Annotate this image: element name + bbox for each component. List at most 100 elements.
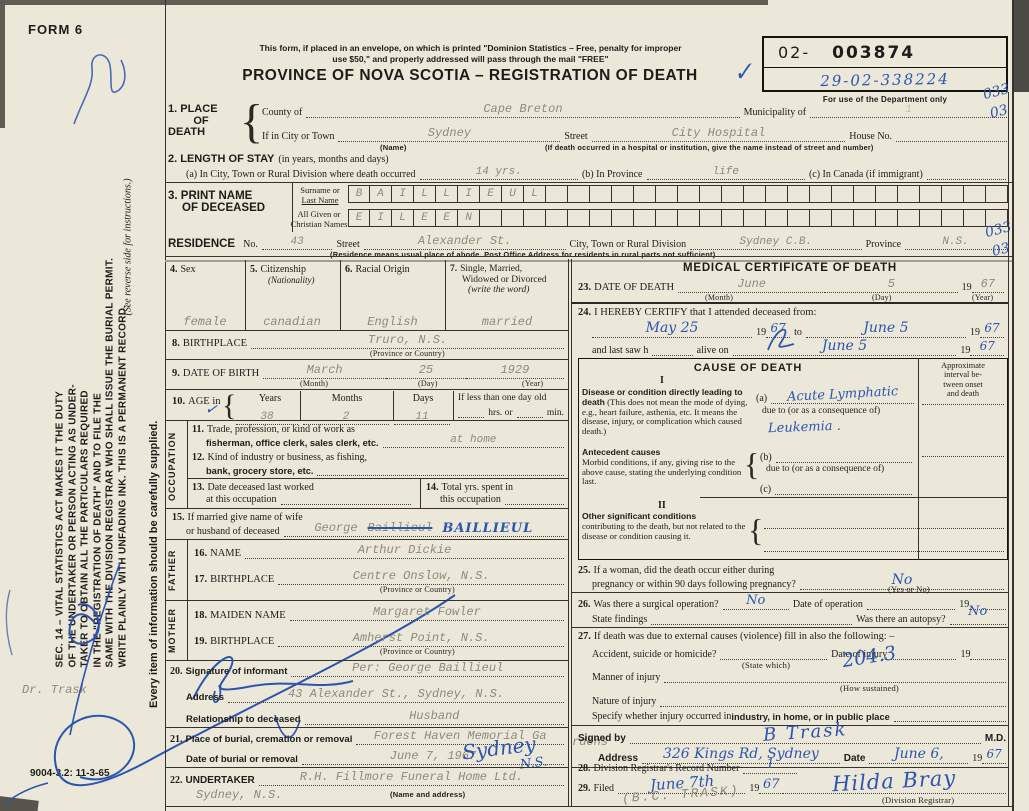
s26-q4: Was there an autopsy? — [856, 614, 946, 625]
letter-cell — [898, 209, 920, 227]
county-label: County of — [262, 107, 303, 118]
residence-province-value: N.S. — [942, 236, 969, 248]
residence-street-value: Alexander St. — [417, 234, 512, 248]
stay-city-label: (a) In City, Town or Rural Division wher… — [186, 169, 416, 180]
residence-caption: (Residence means usual place of abode. P… — [330, 250, 716, 259]
serial-number: 003874 — [832, 42, 916, 63]
age-months-label: Months — [331, 393, 363, 404]
s2-no: 2. — [168, 153, 178, 165]
pen-cause-a: Acute Lymphatic — [786, 384, 899, 405]
undertaker-value: R.H. Fillmore Funeral Home Ltd. — [299, 770, 523, 784]
letter-cell — [964, 209, 986, 227]
pen-spouse-surname: BAILLIEUL — [442, 521, 534, 536]
letter-cell: L — [436, 185, 458, 203]
informant-label: Signature of informant — [185, 666, 288, 677]
residence-province-label: Province — [865, 239, 902, 250]
s15-line1: If married give name of wife — [187, 512, 303, 523]
s27-q5a: Specify whether injury occurred in — [592, 711, 732, 722]
physician-address-label: Address — [598, 753, 639, 764]
pen-registration-number: 29-02-338224 — [820, 69, 950, 91]
street-label: Street — [564, 131, 588, 142]
residence-street-label: Street — [336, 239, 360, 250]
letter-cell — [854, 185, 876, 203]
letter-cell — [766, 185, 788, 203]
burial-date-value: June 7, 1967 — [389, 749, 477, 763]
stay-province-value: life — [712, 166, 739, 178]
name-caption: (Name) — [380, 143, 407, 152]
pen-attended-from-year: 67 — [770, 321, 786, 335]
department-caption: For use of the Department only — [822, 95, 948, 104]
racial-origin-label: Racial Origin — [355, 264, 410, 275]
sex-label: Sex — [180, 264, 196, 275]
s12-line1: Kind of industry or business, as fishing… — [207, 452, 367, 463]
envelope-note-line1: This form, if placed in an envelope, on … — [259, 43, 682, 53]
undertaker-value2: Sydney, N.S. — [196, 788, 283, 802]
cause-due1: due to (or as a consequence of) — [762, 406, 881, 416]
residence-label: RESIDENCE — [168, 238, 236, 250]
scan-edge-topright — [1014, 0, 1029, 92]
age-years-label: Years — [258, 393, 282, 404]
alive-on-label: alive on — [696, 345, 729, 356]
spouse-typed-value: George — [314, 521, 358, 535]
municipality-label: Municipality of — [743, 107, 807, 118]
md-label: M.D. — [984, 733, 1006, 744]
pen-filed-year: 67 — [763, 777, 780, 792]
yes-or-no-caption: (Yes or No) — [888, 584, 930, 594]
department-serial-box: 02- 003874 29-02-338224 — [762, 36, 1008, 92]
sex-value: female — [183, 315, 227, 329]
sidebar-reverse-note: (See reverse side for instructions.) — [122, 178, 134, 316]
letter-cell: L — [414, 185, 436, 203]
pen-attended-to-year: 67 — [984, 321, 1000, 335]
s3-label: 3. PRINT NAME OF DECEASED — [168, 190, 266, 214]
s13-line2: at this occupation — [206, 494, 277, 505]
pen-autopsy-answer: No — [968, 604, 988, 619]
letter-cell — [810, 209, 832, 227]
mother-maiden-label: MAIDEN NAME — [210, 610, 286, 621]
s27-q3: Manner of injury — [592, 672, 661, 683]
how-sustained-caption: (How sustained) — [840, 683, 899, 693]
mother-birthplace-caption: (Province or Country) — [380, 647, 455, 656]
father-name-value: Arthur Dickie — [357, 543, 452, 557]
last-saw-label: and last saw h — [592, 345, 649, 356]
s26-q1: Was there a surgical operation? — [593, 599, 719, 610]
medical-certificate-title: MEDICAL CERTIFICATE OF DEATH — [682, 262, 898, 274]
s26-q3: State findings — [592, 614, 648, 625]
given-sublabel: All Given or Christian Names — [290, 209, 348, 229]
age-months-value: 2 — [342, 411, 350, 423]
filed-label: Filed — [593, 783, 615, 794]
letter-cell — [832, 185, 854, 203]
county-value: Cape Breton — [483, 102, 563, 116]
pen-signed-year: 67 — [986, 747, 1002, 761]
citizenship-label: Citizenship — [260, 264, 307, 275]
letter-cell: L — [392, 209, 414, 227]
city-town-value: Sydney — [427, 126, 471, 140]
s1-brace: { — [240, 95, 264, 148]
envelope-note: This form, if placed in an envelope, on … — [198, 43, 743, 64]
letter-cell — [634, 185, 656, 203]
form-number: FORM 6 — [28, 22, 84, 37]
burial-place-label: Place of burial, cremation or removal — [185, 734, 353, 745]
pen-title-checkmark: ✓ — [730, 56, 756, 88]
pen-flourish-scribble — [5, 562, 456, 804]
letter-cell: I — [370, 209, 392, 227]
other-brace: { — [748, 512, 764, 548]
pen-attended-to: June 5 — [863, 320, 909, 336]
letter-cell — [876, 185, 898, 203]
s1-no: 1. — [168, 103, 178, 115]
letter-cell: E — [480, 185, 502, 203]
house-no-label: House No. — [849, 131, 893, 142]
burial-place-value: Forest Haven Memorial Ga — [373, 729, 547, 743]
record-number-label: Division Registrar's Record Number — [593, 763, 740, 774]
serial-prefix: 02- — [778, 43, 811, 62]
birth-year-value: 1929 — [500, 363, 530, 377]
letter-cell — [744, 185, 766, 203]
residence-city-label: City, Town or Rural Division — [569, 239, 687, 250]
s15-line2: or husband of deceased — [186, 526, 280, 537]
letter-cell — [722, 185, 744, 203]
letter-cell — [920, 185, 942, 203]
father-birthplace-caption: (Province or Country) — [380, 585, 455, 594]
pen-operation-answer: No — [746, 593, 766, 608]
envelope-note-line2: use $50," and properly addressed will pa… — [332, 53, 609, 64]
letter-cell — [744, 209, 766, 227]
